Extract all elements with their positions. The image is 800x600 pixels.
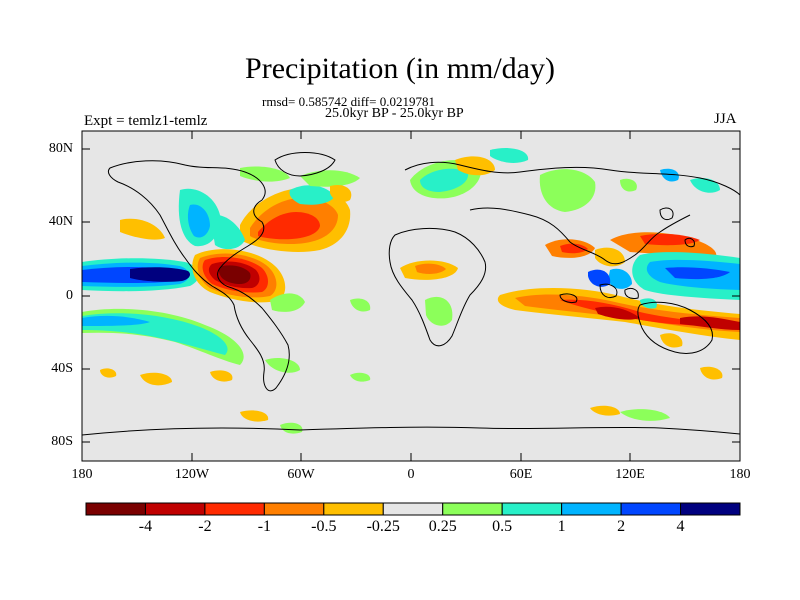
colorbar-label: -0.25 xyxy=(366,518,400,535)
colorbar-label: -4 xyxy=(138,518,153,535)
colorbar-label: 0.25 xyxy=(428,518,457,535)
lat-label-40s: 40S xyxy=(51,361,73,376)
south-pacific-band xyxy=(82,308,244,365)
colorbar-label: 4 xyxy=(676,518,685,535)
southern-patches xyxy=(100,358,723,434)
colorbar-box xyxy=(204,502,265,516)
lat-label-40n: 40N xyxy=(48,214,73,229)
period-text: 25.0kyr BP - 25.0kyr BP xyxy=(325,106,464,121)
lon-label-60w: 60W xyxy=(287,467,315,482)
experiment-label: Expt = temlz1-temlz xyxy=(84,113,208,129)
lon-label-180e: 180 xyxy=(729,467,751,482)
lon-label-120e: 120E xyxy=(615,467,645,482)
atlantic-africa-pattern xyxy=(270,260,458,326)
colorbar-box xyxy=(680,502,741,516)
coastlines xyxy=(82,152,740,436)
lon-ticks xyxy=(191,131,631,461)
colorbar-label: 2 xyxy=(617,518,626,535)
colorbar-label: -0.5 xyxy=(311,518,337,535)
pacific-positive-band xyxy=(82,258,200,292)
lon-label-0: 0 xyxy=(407,467,415,482)
lat-label-80s: 80S xyxy=(51,434,73,449)
colorbar-box xyxy=(561,502,622,516)
colorbar-label: 1 xyxy=(557,518,566,535)
europe-pattern xyxy=(410,148,720,212)
season-label: JJA xyxy=(714,111,737,127)
lat-ticks xyxy=(82,148,740,443)
lat-label-80n: 80N xyxy=(48,141,73,156)
lon-label-60e: 60E xyxy=(509,467,533,482)
colorbar-box xyxy=(263,502,325,516)
colorbar-box xyxy=(85,502,146,516)
colorbar-box xyxy=(620,502,682,516)
colorbar-label: -2 xyxy=(198,518,212,535)
north-atlantic-pattern xyxy=(240,170,360,252)
map-field xyxy=(82,131,740,461)
colorbar-box xyxy=(382,502,444,516)
plot-title: Precipitation (in mm/day) xyxy=(245,52,555,85)
colorbar-label: 0.5 xyxy=(492,518,513,535)
north-america-pattern xyxy=(120,166,290,250)
stats-text: rmsd= 0.585742 diff= 0.0219781 xyxy=(262,94,435,109)
colorbar-box xyxy=(442,502,503,516)
colorbar-label: -1 xyxy=(257,518,272,535)
lon-label-180w: 180 xyxy=(71,467,93,482)
indo-pacific-pattern xyxy=(497,232,740,348)
lon-label-120w: 120W xyxy=(174,467,210,482)
lat-label-0: 0 xyxy=(66,288,73,303)
colorbar-box xyxy=(501,502,563,516)
central-america-negative xyxy=(192,249,286,303)
colorbar-box xyxy=(323,502,384,516)
colorbar-box xyxy=(144,502,206,516)
